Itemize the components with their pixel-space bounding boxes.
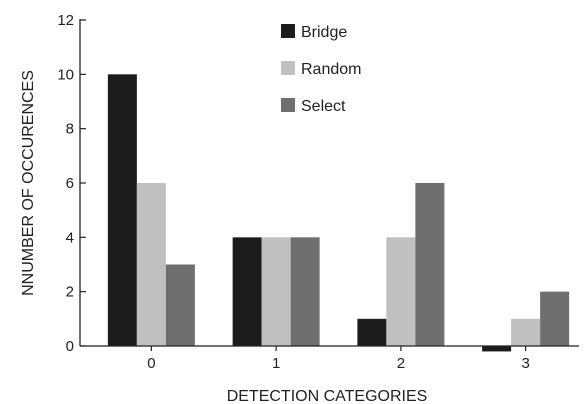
legend-label-random: Random — [301, 61, 361, 78]
x-tick-label: 2 — [397, 355, 405, 372]
x-tick-label: 1 — [272, 355, 280, 372]
bar-bridge-2 — [357, 318, 387, 346]
bar-series — [107, 74, 570, 352]
bar-select-0 — [165, 264, 195, 346]
legend-swatch-select — [281, 98, 295, 112]
y-tick-label: 10 — [57, 66, 74, 83]
legend: Bridge Random Select — [281, 24, 361, 115]
legend-swatch-random — [281, 61, 295, 75]
bar-bridge-0 — [107, 74, 137, 346]
bar-select-1 — [290, 237, 320, 346]
y-tick-label: 12 — [57, 12, 74, 29]
legend-label-bridge: Bridge — [301, 24, 347, 41]
y-axis-ticks: 0 2 4 6 8 10 12 — [57, 12, 86, 355]
bar-random-3 — [511, 318, 541, 346]
bar-bridge-3 — [482, 346, 512, 352]
x-axis-ticks: 0 1 2 3 — [147, 346, 530, 372]
bar-select-2 — [415, 183, 445, 346]
bar-random-2 — [386, 237, 416, 346]
bar-select-3 — [540, 291, 570, 346]
y-tick-label: 4 — [66, 229, 74, 246]
x-axis-label: DETECTION CATEGORIES — [227, 388, 428, 404]
y-tick-label: 6 — [66, 175, 74, 192]
y-tick-label: 8 — [66, 121, 74, 138]
y-axis-label: NNUMBER OF OCCURENCES — [20, 70, 37, 296]
legend-swatch-bridge — [281, 24, 295, 38]
bar-bridge-1 — [232, 237, 262, 346]
bar-random-0 — [136, 183, 166, 346]
x-tick-label: 3 — [521, 355, 529, 372]
y-tick-label: 2 — [66, 284, 74, 301]
axes — [79, 19, 579, 347]
bar-random-1 — [261, 237, 291, 346]
legend-label-select: Select — [301, 98, 346, 115]
y-tick-label: 0 — [66, 338, 74, 355]
x-tick-label: 0 — [147, 355, 155, 372]
